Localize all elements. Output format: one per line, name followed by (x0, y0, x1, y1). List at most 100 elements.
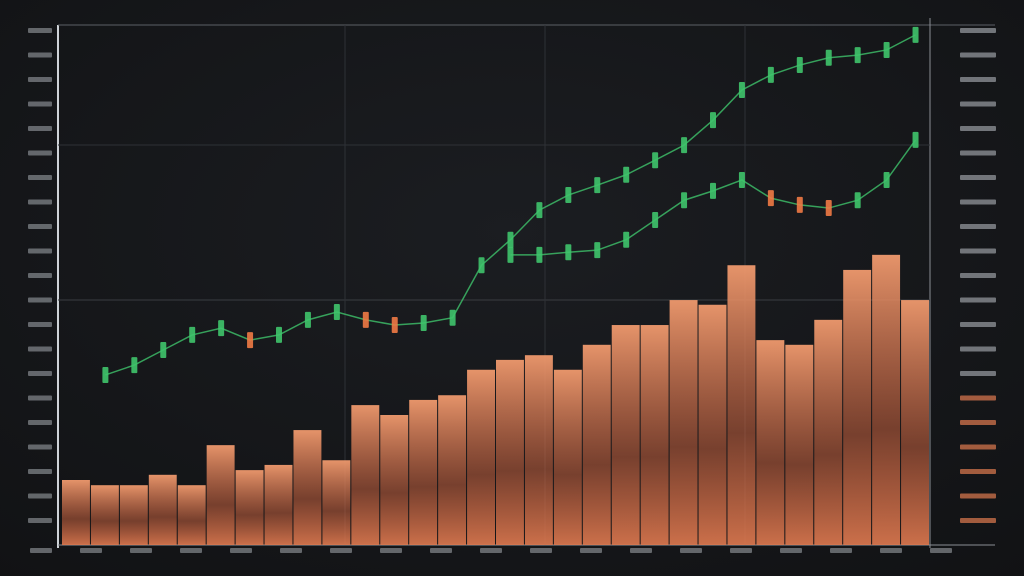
candle (681, 137, 688, 154)
axis-label-placeholder (960, 224, 996, 229)
axis-label-placeholder (30, 548, 52, 553)
axis-label-placeholder (960, 199, 996, 205)
candle (912, 26, 919, 43)
candle (565, 187, 572, 204)
axis-label-placeholder (960, 420, 996, 425)
axis-label-placeholder (960, 273, 996, 278)
candle (333, 304, 340, 321)
candle (247, 332, 254, 349)
candle (449, 309, 456, 326)
axis-label-placeholder (28, 77, 52, 82)
volume-bar (698, 304, 727, 545)
volume-bar (264, 464, 293, 545)
candle (391, 317, 398, 334)
axis-label-placeholder (430, 548, 452, 553)
candle (652, 152, 659, 169)
axis-label-placeholder (80, 548, 102, 553)
candle (565, 244, 572, 261)
candle (623, 166, 630, 183)
volume-bar (438, 395, 467, 545)
axis-label-placeholder (28, 199, 52, 205)
axis-label-placeholder (280, 548, 302, 553)
volume-bar (785, 344, 814, 545)
volume-layer (62, 254, 929, 545)
candle (681, 192, 688, 209)
axis-label-placeholder (830, 548, 852, 553)
axis-label-placeholder (930, 548, 952, 553)
candle (854, 192, 861, 209)
axis-label-placeholder (960, 248, 996, 254)
axis-label-placeholder (780, 548, 802, 553)
axis-label-placeholder (960, 150, 996, 156)
candle (218, 320, 225, 337)
volume-bar (177, 485, 206, 545)
axis-label-placeholder (28, 150, 52, 156)
candle (594, 242, 601, 259)
axis-label-placeholder (960, 395, 996, 401)
volume-bar (119, 485, 148, 545)
axis-label-placeholder (530, 548, 552, 553)
axis-label-placeholder (960, 28, 996, 33)
axis-label-placeholder (960, 101, 996, 107)
axis-label-placeholder (28, 52, 52, 58)
volume-bar (322, 460, 351, 545)
price-layer (102, 26, 919, 383)
candle (825, 200, 832, 217)
candle (883, 171, 890, 188)
volume-bar (901, 300, 929, 545)
volume-bar (553, 369, 582, 545)
axis-label-placeholder (960, 493, 996, 499)
axis-label-placeholder (580, 548, 602, 553)
candle (738, 82, 745, 98)
candle (796, 57, 803, 74)
axis-label-placeholder (28, 224, 52, 229)
volume-bar (467, 369, 495, 545)
volume-bar (727, 265, 756, 545)
candle (825, 49, 832, 66)
axis-label-placeholder (180, 548, 202, 553)
axis-label-placeholder (28, 420, 52, 425)
candle (189, 326, 196, 343)
candle (536, 202, 543, 219)
axis-label-placeholder (28, 322, 52, 327)
candle (160, 342, 167, 358)
axis-label-placeholder (28, 273, 52, 278)
axis-label-placeholder (480, 548, 502, 553)
candle (304, 311, 311, 328)
candle (767, 66, 774, 83)
volume-bar (524, 355, 553, 545)
axis-label-placeholder (230, 548, 252, 553)
candle (478, 257, 485, 274)
axis-label-placeholder (28, 395, 52, 401)
axis-placeholders (28, 28, 996, 553)
volume-bar (611, 325, 640, 545)
candle (131, 357, 138, 374)
volume-bar (582, 344, 611, 545)
volume-bar (669, 300, 698, 545)
axis-label-placeholder (960, 126, 996, 131)
axis-label-placeholder (960, 52, 996, 58)
axis-label-placeholder (960, 322, 996, 327)
candle (623, 231, 630, 248)
volume-bar (293, 430, 322, 545)
candle (276, 326, 282, 343)
axis-label-placeholder (960, 518, 996, 523)
candle (796, 196, 803, 213)
axis-label-placeholder (28, 469, 52, 474)
candle (420, 314, 427, 331)
axis-label-placeholder (380, 548, 402, 553)
volume-bar (872, 254, 901, 545)
axis-label-placeholder (130, 548, 152, 553)
volume-bar (380, 415, 409, 545)
volume-bar (496, 359, 524, 545)
candle (507, 246, 514, 263)
volume-bar (814, 319, 843, 545)
volume-bar (640, 325, 669, 545)
axis-label-placeholder (960, 175, 996, 180)
candle (912, 131, 919, 148)
axis-label-placeholder (28, 346, 52, 352)
volume-bar (756, 340, 785, 545)
candle (102, 366, 109, 383)
